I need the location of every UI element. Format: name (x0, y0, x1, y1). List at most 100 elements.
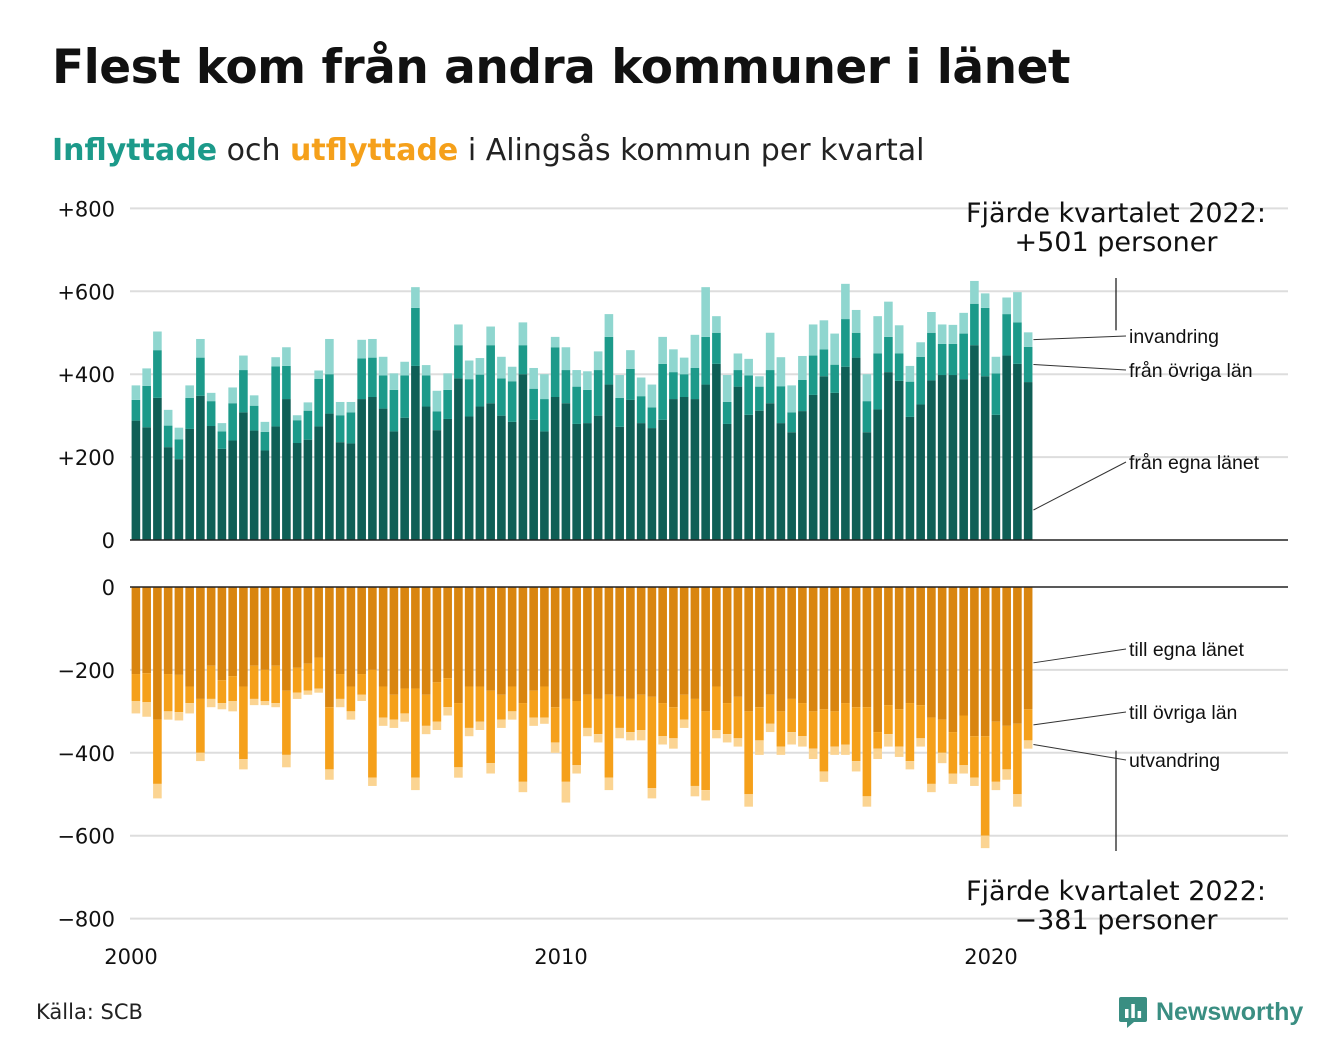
bar-out-2-63 (808, 748, 818, 760)
bar-in-1-63 (808, 355, 818, 395)
bar-in-2-67 (851, 309, 861, 333)
bar-out-1-25 (400, 688, 409, 714)
bar-in-2-81 (1002, 297, 1011, 315)
series-label-bottom-2: utvandring (1129, 750, 1220, 772)
bar-in-2-27 (421, 365, 431, 376)
bar-in-1-6 (196, 357, 205, 396)
bar-in-1-60 (776, 386, 786, 424)
bar-in-1-45 (615, 397, 624, 427)
bar-out-0-77 (959, 587, 968, 716)
bar-in-2-33 (486, 326, 495, 346)
bar-out-2-67 (851, 761, 861, 772)
bar-in-1-68 (862, 401, 872, 433)
bar-in-0-64 (819, 376, 829, 540)
bar-in-0-3 (163, 447, 173, 540)
bar-in-0-4 (174, 459, 184, 540)
bar-out-0-36 (518, 587, 528, 704)
bar-out-0-65 (830, 587, 839, 712)
bar-in-0-31 (464, 416, 474, 540)
bar-out-1-6 (196, 698, 205, 753)
bar-out-1-49 (658, 703, 667, 737)
bar-out-2-8 (217, 703, 227, 710)
bar-in-0-70 (884, 372, 893, 540)
bar-in-0-37 (529, 419, 538, 540)
bar-in-1-27 (421, 375, 431, 407)
bar-out-0-61 (787, 587, 796, 699)
bar-in-1-50 (669, 372, 678, 400)
bar-in-0-60 (776, 423, 786, 540)
bar-in-0-18 (325, 413, 334, 540)
bar-out-2-16 (303, 690, 313, 695)
bar-in-1-61 (787, 412, 796, 433)
bar-in-1-9 (228, 403, 237, 441)
bar-in-0-58 (755, 410, 764, 540)
bar-out-1-17 (314, 657, 323, 689)
bar-in-2-79 (980, 293, 990, 308)
x-tick-2010: 2010 (534, 945, 587, 969)
bar-out-2-4 (174, 712, 184, 721)
bar-out-2-39 (550, 742, 560, 753)
bar-out-2-6 (196, 752, 205, 762)
bar-out-0-56 (733, 587, 743, 697)
bar-in-0-12 (260, 450, 270, 540)
bar-in-2-64 (819, 320, 829, 350)
bar-in-2-63 (808, 324, 818, 356)
bar-in-0-22 (368, 397, 377, 540)
bar-out-0-16 (303, 587, 313, 664)
bar-in-1-77 (959, 333, 968, 380)
bar-in-1-23 (378, 375, 388, 409)
bar-out-2-52 (690, 785, 700, 797)
bar-out-2-34 (497, 719, 506, 728)
bar-in-1-72 (905, 381, 915, 417)
bar-in-2-23 (378, 356, 388, 376)
label-connector-bottom-1 (1033, 711, 1127, 726)
bar-out-0-29 (443, 587, 452, 679)
bar-out-1-67 (851, 707, 861, 762)
bar-in-1-16 (303, 410, 313, 440)
bar-in-2-59 (765, 332, 775, 371)
bar-in-0-5 (185, 428, 194, 540)
bar-in-2-83 (1023, 332, 1033, 347)
bar-out-0-78 (970, 587, 979, 737)
bar-out-2-5 (185, 703, 194, 714)
bar-in-0-19 (335, 442, 345, 540)
bar-out-1-35 (507, 686, 517, 712)
bar-in-2-41 (572, 370, 581, 387)
bar-out-0-3 (163, 587, 173, 675)
bar-in-2-24 (389, 373, 399, 390)
bar-in-2-47 (636, 377, 646, 397)
bar-in-0-54 (712, 363, 721, 540)
bar-out-2-13 (271, 703, 280, 708)
series-label-bottom-1: till övriga län (1129, 702, 1237, 724)
bar-in-2-5 (185, 385, 194, 398)
bar-in-0-77 (959, 379, 968, 540)
bar-in-1-21 (357, 358, 366, 400)
bar-out-0-54 (712, 587, 721, 687)
bar-out-1-19 (335, 674, 345, 699)
series-label-bottom-0: till egna länet (1129, 639, 1244, 661)
bar-in-2-76 (948, 324, 958, 344)
annotation-top-line1: Fjärde kvartalet 2022: (966, 198, 1266, 229)
bar-in-0-1 (142, 427, 151, 540)
brand-name: Newsworthy (1156, 997, 1304, 1026)
y-tick-top-2: +400 (57, 363, 115, 387)
bar-out-2-53 (701, 790, 710, 801)
bar-out-0-46 (626, 587, 635, 699)
bar-in-2-68 (862, 374, 872, 402)
bar-out-1-22 (368, 669, 377, 778)
bar-out-2-1 (142, 702, 151, 717)
bar-in-2-19 (335, 401, 345, 416)
bar-out-2-51 (679, 719, 689, 728)
bar-in-2-42 (583, 371, 592, 390)
bar-out-1-64 (819, 709, 829, 772)
bar-out-1-37 (529, 690, 538, 718)
y-tick-bottom-0: 0 (102, 576, 115, 600)
bar-out-0-48 (647, 587, 657, 697)
bar-in-1-58 (755, 386, 764, 411)
bar-in-1-47 (636, 396, 646, 424)
bar-out-2-26 (411, 777, 420, 791)
bar-out-0-63 (808, 587, 818, 712)
bar-out-1-36 (518, 703, 528, 782)
bar-out-1-83 (1023, 709, 1033, 741)
bar-out-0-70 (884, 587, 893, 706)
